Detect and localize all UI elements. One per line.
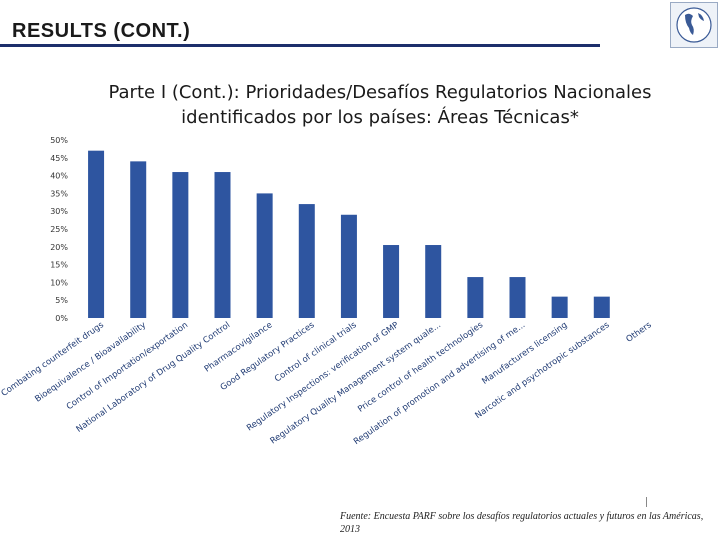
y-tick-label: 20% [50, 243, 68, 252]
y-tick-label: 15% [50, 261, 68, 270]
source-divider [646, 497, 647, 507]
bar [593, 296, 610, 318]
x-category-label: Others [625, 320, 655, 345]
y-tick-label: 40% [50, 172, 68, 181]
chart-title: Parte I (Cont.): Prioridades/Desafíos Re… [60, 80, 700, 130]
y-tick-label: 25% [50, 225, 68, 234]
x-category-label: Regulatory Inspections: verification of … [245, 320, 401, 433]
y-tick-label: 50% [50, 136, 68, 145]
slide-title: RESULTS (CONT.) [12, 20, 191, 42]
bar [509, 277, 526, 318]
x-category-label: National Laboratory of Drug Quality Cont… [75, 320, 233, 435]
bar [425, 245, 442, 318]
bar [88, 150, 105, 318]
chart-title-line-2: identificados por los países: Áreas Técn… [181, 107, 579, 128]
bar [340, 214, 357, 318]
title-rule [0, 44, 600, 47]
y-tick-label: 10% [50, 278, 68, 287]
y-tick-label: 45% [50, 154, 68, 163]
bar [298, 204, 315, 318]
bar-chart: 0%5%10%15%20%25%30%35%40%45%50%Combating… [0, 136, 655, 447]
bar [130, 161, 147, 318]
chart-title-line-1: Parte I (Cont.): Prioridades/Desafíos Re… [108, 82, 652, 103]
y-tick-label: 0% [55, 314, 68, 323]
bar [383, 245, 400, 318]
y-tick-label: 30% [50, 207, 68, 216]
y-tick-label: 35% [50, 189, 68, 198]
y-tick-label: 5% [55, 296, 68, 305]
bar [551, 296, 568, 318]
bar [214, 172, 231, 318]
bar [172, 172, 189, 318]
globe-logo-icon [670, 2, 718, 48]
source-note: Fuente: Encuesta PARF sobre los desafíos… [340, 511, 704, 535]
bar [256, 193, 273, 318]
bar [467, 277, 484, 318]
